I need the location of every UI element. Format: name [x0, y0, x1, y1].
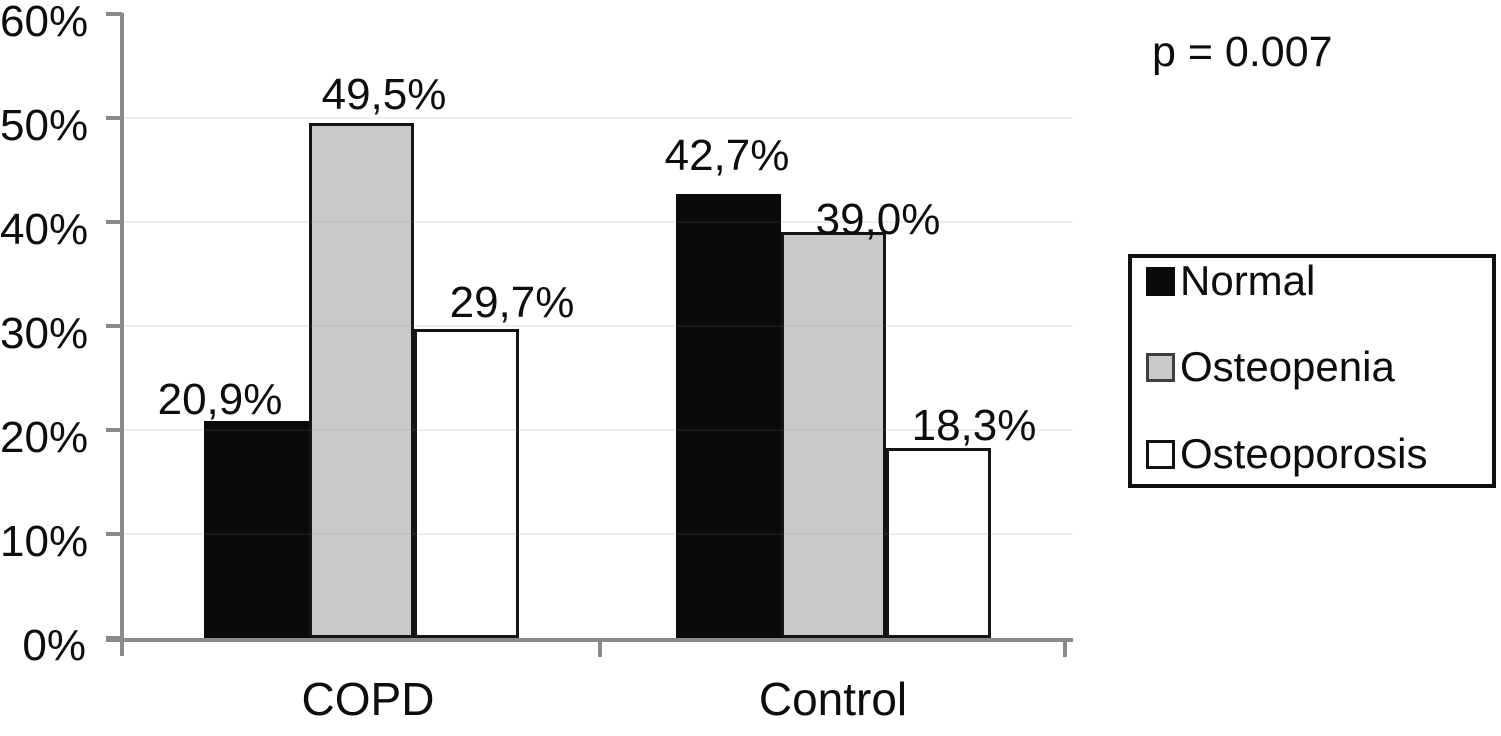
bar-copd-normal: [204, 420, 309, 638]
legend-swatch-normal-icon: [1146, 266, 1175, 296]
legend-label-osteopenia: Osteopenia: [1180, 343, 1395, 390]
legend-item-osteoporosis: Osteoporosis: [1146, 430, 1428, 477]
bar-copd-osteopenia: [309, 123, 414, 638]
y-axis-label-10-: 10%: [0, 517, 89, 566]
x-axis-tick-right: [1063, 638, 1067, 657]
y-axis-tick-50-: [106, 116, 122, 120]
legend-box: Normal Osteopenia Osteoporosis: [1128, 254, 1496, 488]
y-axis-label-20-: 20%: [0, 413, 89, 462]
p-value-annotation: p = 0.007: [1152, 28, 1333, 76]
y-axis-label-40-: 40%: [0, 205, 89, 254]
legend-item-osteopenia: Osteopenia: [1146, 343, 1395, 390]
legend-swatch-osteopenia-icon: [1146, 352, 1175, 382]
y-axis-line: [120, 13, 124, 656]
gridline-50-: [124, 117, 1073, 119]
bar-control-normal: [676, 193, 781, 638]
gridline-30-: [124, 325, 1073, 327]
y-axis-label-30-: 30%: [0, 309, 89, 358]
legend-label-osteoporosis: Osteoporosis: [1180, 430, 1428, 477]
gridline-10-: [124, 533, 1073, 535]
category-label-control: Control: [758, 673, 908, 725]
gridline-20-: [124, 429, 1073, 431]
y-axis-tick-60-: [106, 12, 122, 16]
y-axis-label-60-: 60%: [0, 0, 89, 46]
bar-label-control-normal: 42,7%: [664, 131, 790, 180]
bar-label-control-osteoporosis: 18,3%: [911, 401, 1037, 450]
category-label-copd: COPD: [301, 673, 435, 725]
legend-item-normal: Normal: [1146, 257, 1316, 304]
y-axis-tick-0-: [106, 636, 122, 640]
gridline-40-: [124, 221, 1073, 223]
y-axis-label-50-: 50%: [0, 101, 89, 150]
y-axis-tick-30-: [106, 324, 122, 328]
legend-label-normal: Normal: [1180, 257, 1316, 304]
bar-copd-osteoporosis: [414, 329, 519, 638]
bar-control-osteoporosis: [886, 447, 991, 638]
y-axis-tick-10-: [106, 532, 122, 536]
bar-label-copd-normal: 20,9%: [157, 375, 283, 424]
bar-label-copd-osteopenia: 49,5%: [321, 70, 447, 119]
x-axis-tick-middle: [598, 638, 602, 657]
y-axis-tick-40-: [106, 220, 122, 224]
bar-control-osteopenia: [781, 232, 886, 638]
legend-swatch-osteoporosis-icon: [1146, 439, 1175, 469]
x-axis-line: [106, 638, 1073, 642]
bar-label-control-osteopenia: 39,0%: [815, 195, 941, 244]
y-axis-tick-20-: [106, 428, 122, 432]
bar-label-copd-osteoporosis: 29,7%: [449, 278, 575, 327]
y-axis-label-0-: 0%: [22, 621, 86, 670]
